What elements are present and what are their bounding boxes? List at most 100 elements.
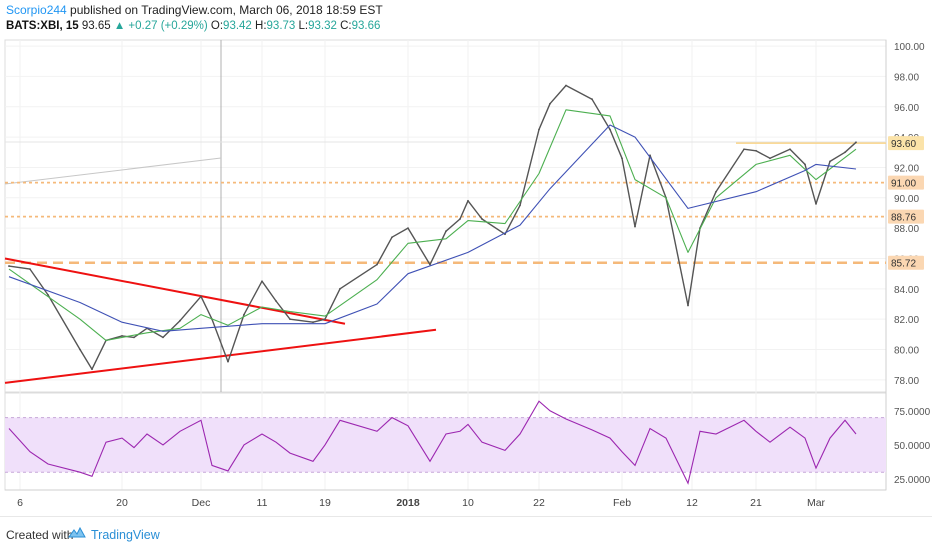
created-with-text: Created with xyxy=(6,528,74,542)
price-point xyxy=(79,348,81,351)
price-point xyxy=(687,304,689,307)
rsi-band xyxy=(5,417,886,473)
price-point xyxy=(549,102,551,105)
x-tick-label: 2018 xyxy=(396,497,420,509)
y-tick-label: 78.00 xyxy=(894,376,919,387)
price-label-box xyxy=(888,175,924,190)
price-point xyxy=(855,141,857,144)
low-value: 93.32 xyxy=(308,20,337,32)
tradingview-link[interactable]: TradingView xyxy=(91,528,160,542)
price-point xyxy=(538,128,540,131)
x-tick-label: 10 xyxy=(462,497,474,509)
price-label: 88.76 xyxy=(891,213,916,224)
price-point xyxy=(200,295,202,298)
rsi-tick-label: 75.0000 xyxy=(894,407,931,418)
x-tick-label: Mar xyxy=(807,497,826,509)
high-label: H: xyxy=(255,20,267,32)
footer: Created with TradingView xyxy=(0,516,932,551)
price-point xyxy=(844,151,846,154)
price-point xyxy=(391,236,393,239)
y-tick-label: 84.00 xyxy=(894,285,919,296)
x-tick-label: Feb xyxy=(613,497,631,509)
price-point xyxy=(609,128,611,131)
price-point xyxy=(715,190,717,193)
up-triangle-icon: ▲ xyxy=(113,20,126,32)
last-price: 93.65 xyxy=(81,20,111,32)
price-point xyxy=(8,265,10,267)
price-point xyxy=(275,300,277,302)
price-point xyxy=(815,202,817,205)
price-point xyxy=(565,84,567,87)
price-series xyxy=(8,84,857,370)
y-tick-label: 92.00 xyxy=(894,163,919,174)
y-tick-label: 100.00 xyxy=(894,42,925,53)
price-point xyxy=(445,230,447,233)
tradingview-logo-icon xyxy=(68,526,86,538)
upper-trendline xyxy=(4,257,346,325)
open-value: 93.42 xyxy=(223,20,252,32)
author-link[interactable]: Scorpio244 xyxy=(6,3,67,17)
low-label: L: xyxy=(298,20,309,32)
ma_fast-series xyxy=(8,109,857,341)
price-label-box xyxy=(888,209,924,224)
x-tick-label: 12 xyxy=(686,497,698,509)
price-point xyxy=(312,321,314,324)
price-point xyxy=(769,157,771,160)
x-tick-label: 19 xyxy=(319,497,331,509)
price-point xyxy=(227,360,229,363)
price-point xyxy=(376,263,378,266)
x-tick-label: 21 xyxy=(750,497,762,509)
open-label: O: xyxy=(210,20,224,32)
price-point xyxy=(429,263,431,266)
price-point xyxy=(339,287,341,290)
gray-trendline xyxy=(4,157,222,185)
x-tick-label: 6 xyxy=(17,497,23,509)
price-point xyxy=(243,313,245,316)
price-point xyxy=(459,218,461,220)
close-value: 93.66 xyxy=(351,20,381,32)
price-point xyxy=(829,160,831,163)
symbol-label: BATS:XBI, 15 xyxy=(6,20,79,32)
price-point xyxy=(467,199,469,202)
price-label-box xyxy=(888,136,924,151)
price-point xyxy=(621,157,623,160)
close-label: C: xyxy=(340,20,352,32)
symbol-info: BATS:XBI, 15 93.65 ▲ +0.27 (+0.29%) O:93… xyxy=(6,20,380,32)
price-label-box xyxy=(888,255,924,270)
rsi-tick-label: 25.0000 xyxy=(894,475,931,486)
price-point xyxy=(634,225,636,228)
price-point xyxy=(407,227,409,230)
price-point xyxy=(133,336,135,339)
price-label: 85.72 xyxy=(891,259,916,270)
price-point xyxy=(91,368,93,371)
price-point xyxy=(481,218,483,220)
price-point xyxy=(162,336,164,339)
price-point xyxy=(591,98,593,101)
y-tick-label: 96.00 xyxy=(894,103,919,114)
y-tick-label: 98.00 xyxy=(894,72,919,83)
y-tick-label: 88.00 xyxy=(894,224,919,235)
high-value: 93.73 xyxy=(266,20,296,32)
price-point xyxy=(289,318,291,321)
rsi-series xyxy=(8,400,857,485)
ma_slow-series xyxy=(8,124,857,332)
x-tick-label: 20 xyxy=(116,497,128,509)
price-point xyxy=(519,204,521,207)
rsi-tick-label: 50.0000 xyxy=(894,441,931,452)
chart-canvas[interactable]: 100.0098.0096.0094.0092.0090.0088.0086.0… xyxy=(0,0,932,516)
price-label: 93.60 xyxy=(891,139,916,150)
price-point xyxy=(47,293,49,296)
x-tick-label: 22 xyxy=(533,497,545,509)
y-tick-label: 82.00 xyxy=(894,315,919,326)
y-tick-label: 90.00 xyxy=(894,194,919,205)
price-point xyxy=(261,280,263,283)
lower-trendline xyxy=(4,328,437,384)
price-point xyxy=(804,163,806,166)
price-point xyxy=(789,148,791,151)
price-point xyxy=(121,334,123,337)
x-tick-label: Dec xyxy=(192,497,211,509)
x-tick-label: 11 xyxy=(257,497,268,509)
price-point xyxy=(179,319,181,322)
price-change: +0.27 (+0.29%) xyxy=(128,20,208,32)
price-point xyxy=(755,149,757,152)
